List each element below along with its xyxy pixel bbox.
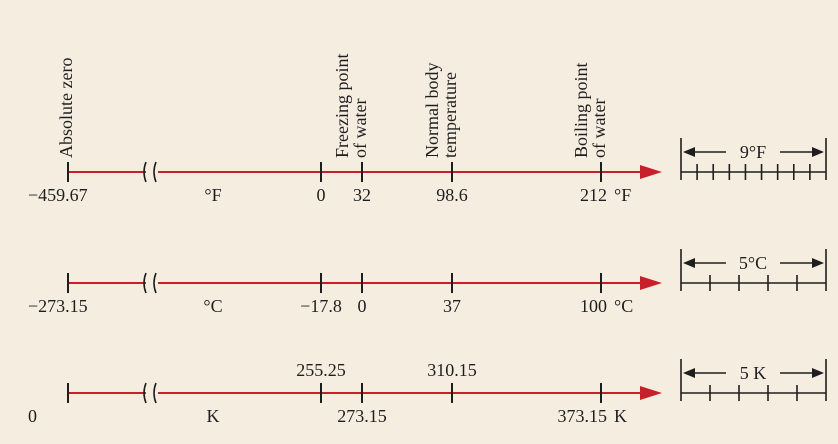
tick-label-kelvin-boiling: 373.15 (558, 406, 608, 426)
landmark-label-normal-body-temperature: Normal body (422, 63, 442, 158)
tick-label-kelvin-absolute-zero: 0 (28, 406, 37, 426)
break-gap-kelvin (146, 390, 158, 396)
break-gap-celsius (146, 280, 158, 286)
landmark-label-freezing-point: Freezing point (332, 54, 352, 158)
axis-break-kelvin (143, 382, 157, 404)
tick-label-kelvin-zero: 255.25 (296, 360, 346, 380)
interval-label-fahrenheit: 9°F (740, 142, 766, 162)
tick-label-fahrenheit-boiling: 212 (580, 185, 607, 205)
interval-label-celsius: 5°C (739, 253, 767, 273)
landmark-label-absolute-zero: Absolute zero (56, 58, 76, 158)
interval-arrowhead-right-kelvin (812, 368, 824, 378)
axis-break-fahrenheit (143, 161, 157, 183)
interval-arrowhead-left-kelvin (683, 368, 695, 378)
end-unit-label-fahrenheit: °F (614, 185, 631, 205)
landmark-label-boiling-point: Boiling point (571, 62, 591, 158)
end-unit-label-celsius: °C (614, 296, 633, 316)
axis-break-celsius (143, 272, 157, 294)
tick-label-fahrenheit-body: 98.6 (436, 185, 468, 205)
scale-arrowhead-kelvin (640, 386, 662, 400)
unit-label-celsius: °C (203, 296, 222, 316)
tick-label-celsius-boiling: 100 (580, 296, 607, 316)
tick-label-celsius-absolute-zero: −273.15 (28, 296, 88, 316)
scale-arrowhead-celsius (640, 276, 662, 290)
scale-arrowhead-fahrenheit (640, 165, 662, 179)
interval-label-kelvin: 5 K (740, 363, 767, 383)
interval-arrowhead-left-fahrenheit (683, 147, 695, 157)
interval-arrowhead-right-fahrenheit (812, 147, 824, 157)
unit-label-fahrenheit: °F (204, 185, 221, 205)
tick-label-fahrenheit-freezing: 32 (353, 185, 371, 205)
tick-label-fahrenheit-absolute-zero: −459.67 (28, 185, 88, 205)
unit-label-kelvin: K (207, 406, 220, 426)
tick-label-kelvin-body: 310.15 (427, 360, 477, 380)
break-gap-fahrenheit (146, 169, 158, 175)
tick-label-kelvin-freezing: 273.15 (337, 406, 387, 426)
landmark-label-normal-body-temperature: temperature (440, 72, 460, 158)
tick-label-celsius-body: 37 (443, 296, 461, 316)
tick-label-celsius-zero: −17.8 (300, 296, 342, 316)
landmark-label-boiling-point: of water (589, 99, 609, 158)
landmark-label-freezing-point: of water (350, 99, 370, 158)
tick-label-fahrenheit-zero: 0 (317, 185, 326, 205)
interval-arrowhead-left-celsius (683, 258, 695, 268)
end-unit-label-kelvin: K (614, 406, 627, 426)
interval-arrowhead-right-celsius (812, 258, 824, 268)
tick-label-celsius-freezing: 0 (358, 296, 367, 316)
